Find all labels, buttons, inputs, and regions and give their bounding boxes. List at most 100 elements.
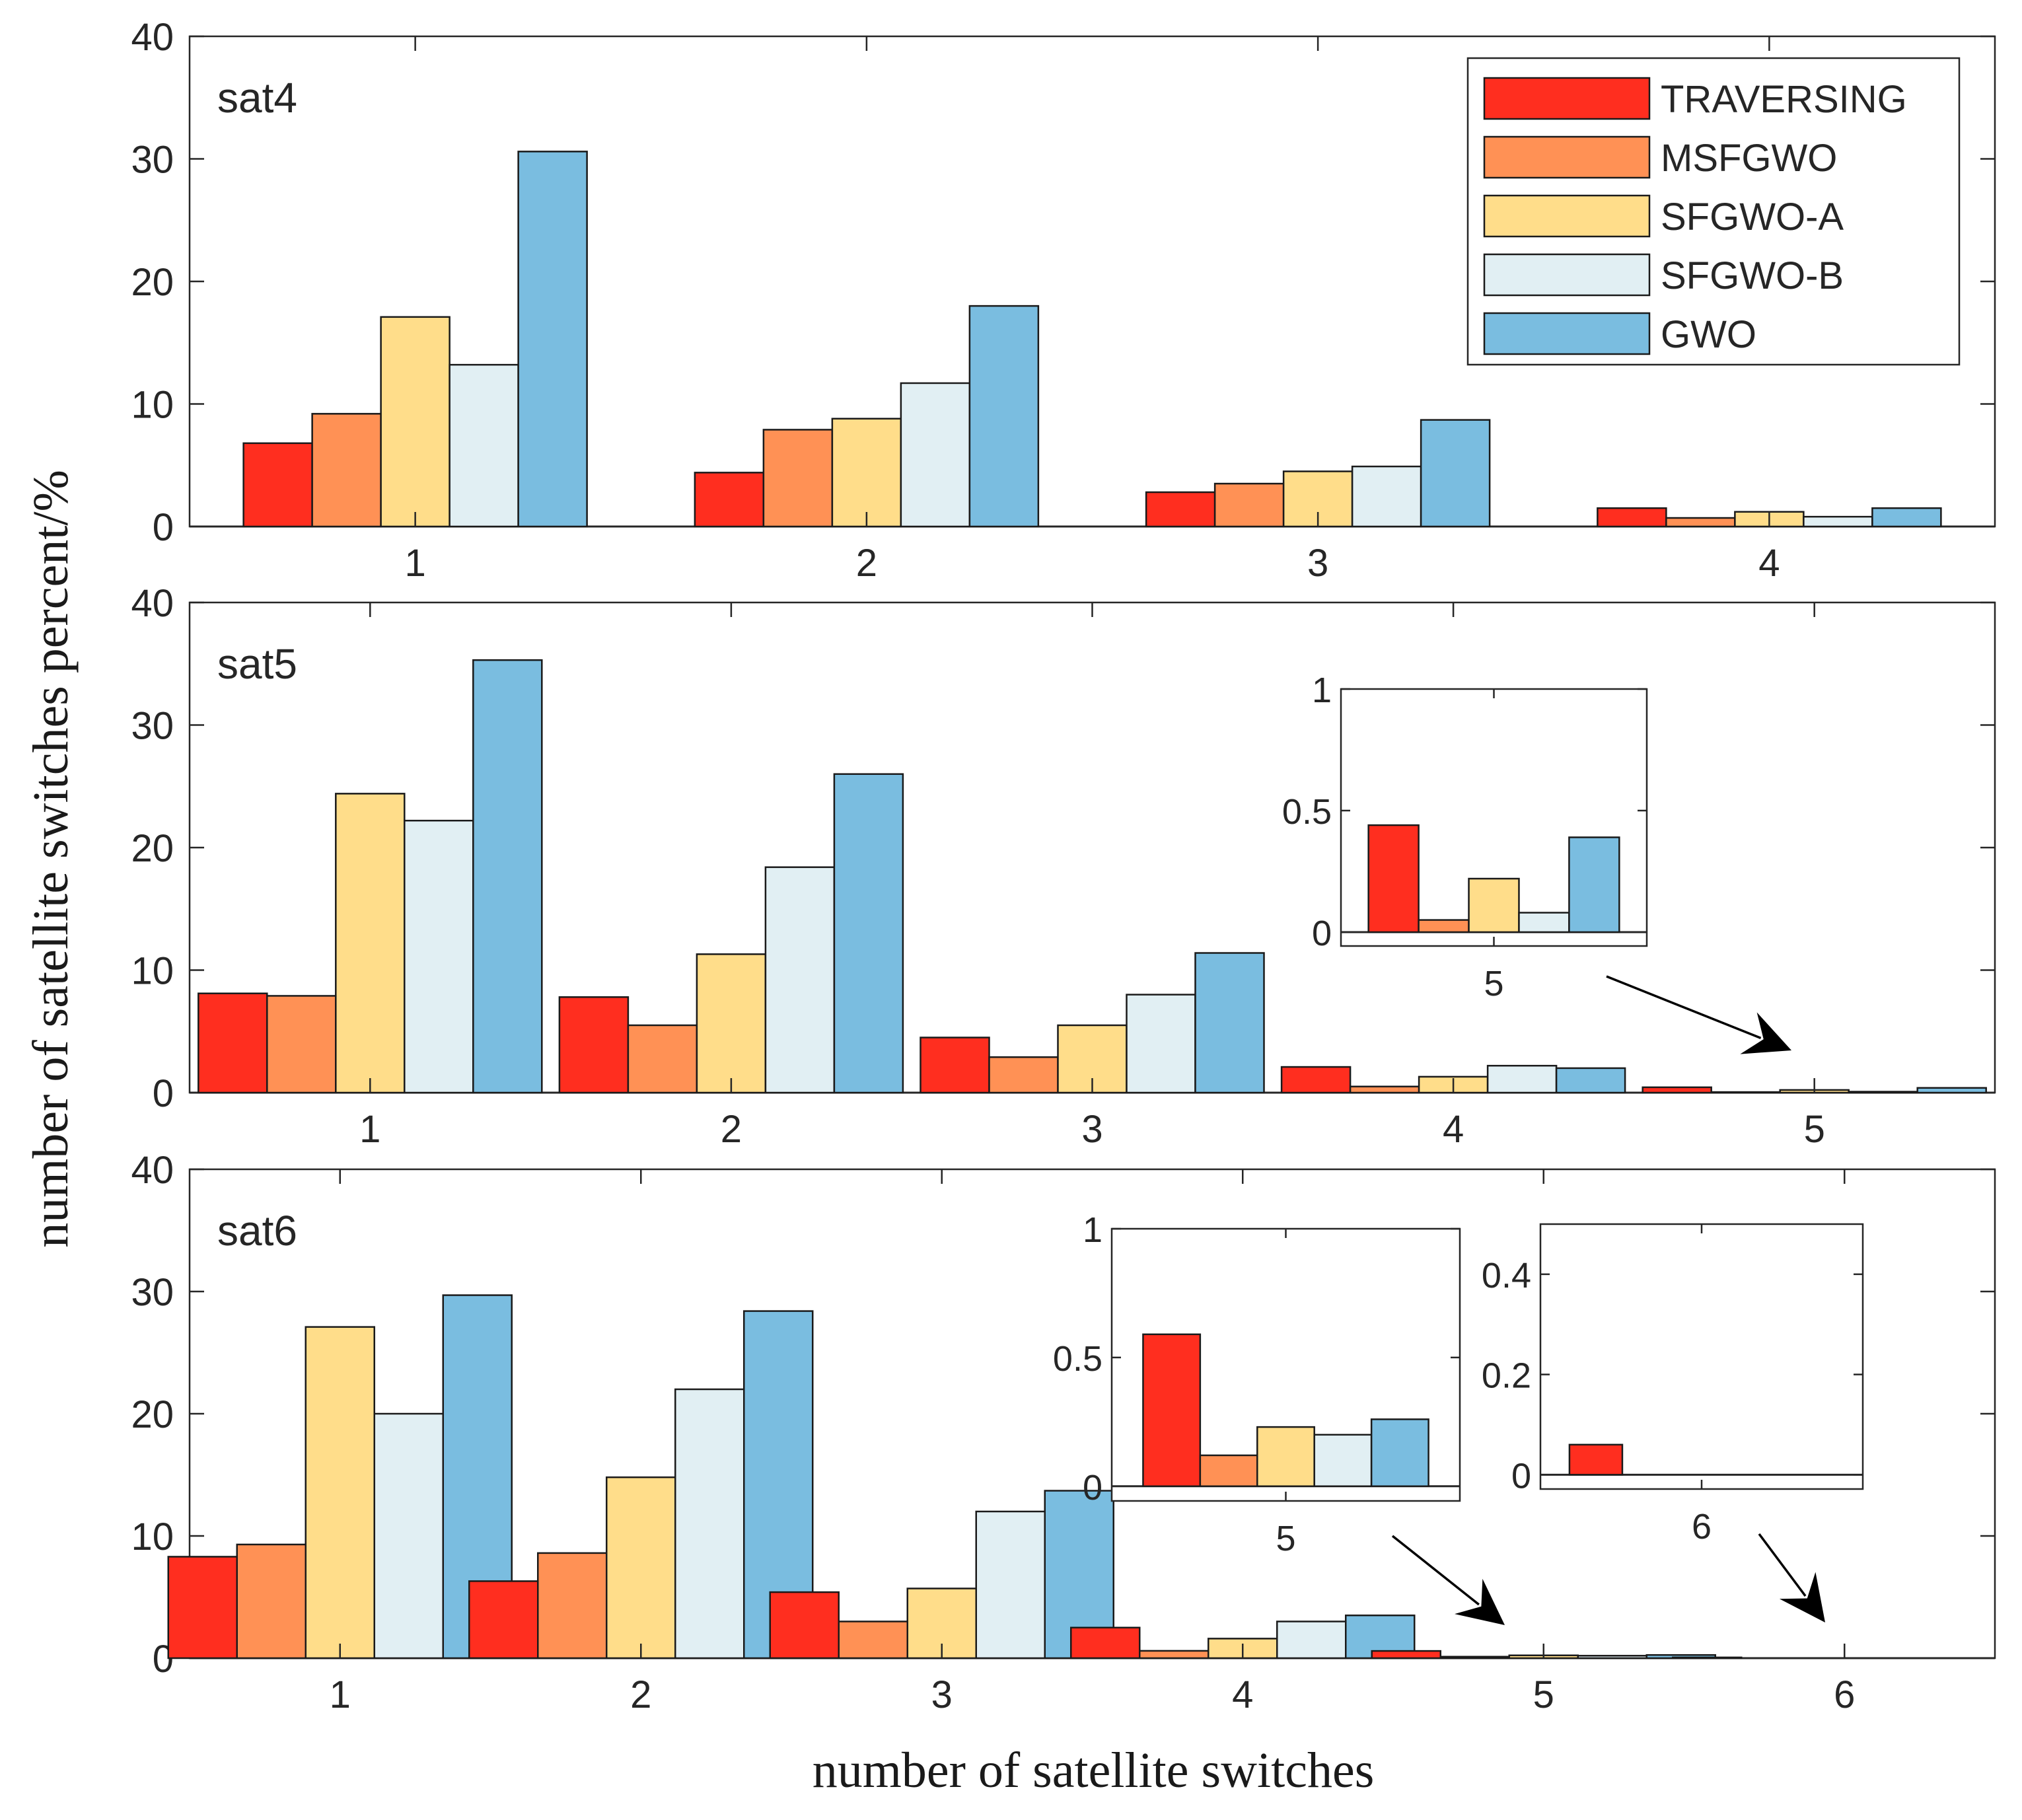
bar-sfgwo-a-2 — [696, 953, 767, 1094]
inset-bar-gwo — [1568, 836, 1620, 933]
inset-bar-traversing — [1367, 824, 1420, 933]
bar-traversing-4 — [1070, 1626, 1141, 1659]
panel-label: sat6 — [217, 1207, 297, 1255]
bar-traversing-2 — [558, 996, 630, 1094]
x-axis-label: number of satellite switches — [812, 1743, 1375, 1798]
bar-traversing-1 — [167, 1556, 238, 1659]
bars — [167, 1294, 1743, 1659]
bars — [198, 659, 1987, 1094]
legend-swatch-gwo — [1483, 312, 1651, 355]
bar-gwo-1 — [472, 659, 543, 1094]
y-tick-label: 40 — [131, 582, 174, 625]
bar-sfgwo-b-4 — [1276, 1620, 1347, 1659]
bar-traversing-4 — [1597, 507, 1667, 528]
y-tick-label: 30 — [131, 705, 174, 748]
inset-y-tick-label: 0.2 — [1482, 1356, 1531, 1396]
bar-msfgwo-3 — [1213, 482, 1285, 528]
inset-bar-sfgwo-a — [1256, 1426, 1315, 1488]
x-tick-label: 6 — [1834, 1673, 1855, 1716]
zoom-arrow — [1391, 1535, 1505, 1625]
arrow-shaft — [1758, 1533, 1807, 1597]
inset-y-tick-label: 1 — [1083, 1210, 1102, 1250]
arrow-shaft — [1606, 975, 1762, 1040]
inset-bar-sfgwo-b — [1518, 912, 1570, 933]
bar-traversing-5 — [1642, 1086, 1712, 1094]
bar-gwo-4 — [1871, 507, 1942, 528]
bar-gwo-2 — [833, 773, 904, 1094]
x-tick-label: 5 — [1804, 1108, 1825, 1151]
bar-sfgwo-b-4 — [1803, 515, 1873, 528]
bar-sfgwo-b-1 — [404, 819, 474, 1094]
inset-x-tick-label: 6 — [1692, 1507, 1712, 1547]
bar-msfgwo-4 — [1139, 1650, 1210, 1659]
bar-sfgwo-b-2 — [674, 1388, 745, 1659]
bar-sfgwo-b-3 — [1351, 465, 1422, 528]
legend-label-sfgwo-b: SFGWO-B — [1661, 254, 1844, 297]
inset-bar-msfgwo — [1418, 919, 1470, 933]
insets-layer: 0 0.5 1 5 0 0.5 1 5 0 0.2 0.4 6 — [1053, 671, 1864, 1625]
bars — [242, 151, 1942, 528]
legend: TRAVERSING MSFGWO SFGWO-A SFGWO-B GWO — [1466, 57, 1961, 366]
y-tick-label: 10 — [131, 950, 174, 993]
legend-label-traversing: TRAVERSING — [1661, 78, 1907, 121]
y-tick-label: 20 — [131, 1393, 174, 1436]
bar-sfgwo-a-2 — [606, 1476, 676, 1659]
arrow-shaft — [1391, 1535, 1480, 1606]
inset-bar-gwo — [1370, 1418, 1429, 1488]
bar-traversing-3 — [769, 1591, 840, 1659]
bar-msfgwo-4 — [1665, 517, 1736, 528]
x-tick-label: 1 — [404, 542, 425, 585]
inset-x-tick-label: 5 — [1276, 1519, 1295, 1558]
y-tick-label: 40 — [131, 16, 174, 59]
inset-y-tick-label: 0.4 — [1482, 1256, 1531, 1295]
bar-traversing-3 — [920, 1037, 990, 1094]
arrow-head — [1455, 1578, 1505, 1625]
bar-sfgwo-b-2 — [900, 382, 971, 528]
bar-msfgwo-2 — [627, 1024, 698, 1094]
bar-sfgwo-b-5 — [1848, 1091, 1918, 1094]
panel-label: sat4 — [217, 74, 297, 122]
x-tick-label: 4 — [1758, 542, 1780, 585]
y-tick-label: 10 — [131, 384, 174, 427]
bar-traversing-1 — [242, 442, 313, 528]
bar-gwo-5 — [1916, 1087, 1987, 1094]
bar-sfgwo-b-3 — [975, 1510, 1046, 1659]
legend-swatch-traversing — [1483, 77, 1651, 120]
zoom-arrow — [1758, 1533, 1825, 1622]
zoom-arrow — [1606, 975, 1791, 1054]
bar-msfgwo-2 — [537, 1552, 608, 1659]
inset-bar-traversing — [1568, 1443, 1624, 1476]
bar-msfgwo-4 — [1349, 1085, 1420, 1094]
x-tick-label: 3 — [1307, 542, 1328, 585]
x-tick-label: 1 — [330, 1673, 351, 1716]
bar-traversing-4 — [1280, 1066, 1352, 1094]
bar-sfgwo-a-2 — [831, 418, 902, 528]
legend-label-msfgwo: MSFGWO — [1661, 137, 1837, 180]
inset-bar-sfgwo-b — [1313, 1434, 1373, 1488]
bar-traversing-6 — [1672, 1656, 1743, 1659]
bar-traversing-3 — [1145, 491, 1216, 528]
bar-gwo-3 — [1420, 419, 1491, 528]
bar-msfgwo-1 — [311, 413, 382, 528]
y-tick-label: 20 — [131, 261, 174, 304]
bar-sfgwo-a-1 — [305, 1326, 375, 1659]
bar-msfgwo-3 — [988, 1056, 1059, 1094]
x-tick-label: 3 — [931, 1673, 953, 1716]
arrow-head — [1740, 1012, 1791, 1054]
bar-gwo-3 — [1194, 952, 1265, 1094]
bar-sfgwo-b-5 — [1577, 1655, 1647, 1659]
x-tick-label: 4 — [1443, 1108, 1464, 1151]
bar-gwo-4 — [1555, 1067, 1626, 1094]
panel-label: sat5 — [217, 640, 297, 688]
inset-y-tick-label: 0 — [1083, 1468, 1102, 1508]
bar-traversing-2 — [468, 1580, 539, 1659]
legend-swatch-sfgwo-b — [1483, 253, 1651, 297]
x-tick-label: 2 — [630, 1673, 651, 1716]
x-tick-label: 2 — [856, 542, 877, 585]
bar-msfgwo-1 — [236, 1543, 307, 1659]
